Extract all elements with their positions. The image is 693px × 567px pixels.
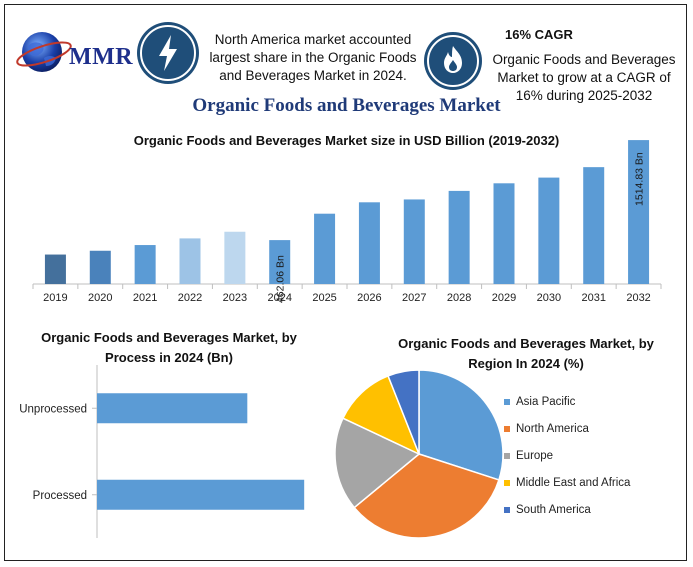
x-tick-label: 2031 [581, 292, 605, 304]
bar-2020 [89, 250, 111, 284]
bar-unprocessed [97, 393, 248, 424]
x-tick-label: 2030 [537, 292, 561, 304]
data-label-2032: 1514.83 Bn [634, 152, 646, 206]
legend-label: Middle East and Africa [516, 476, 631, 489]
bar-2029 [493, 183, 515, 284]
lightning-icon [137, 22, 199, 84]
x-tick-label: 2026 [357, 292, 381, 304]
x-tick-label: 2021 [133, 292, 157, 304]
x-tick-label: 2023 [223, 292, 247, 304]
region-chart-title: Organic Foods and Beverages Market, by R… [398, 336, 654, 371]
legend-item: North America [504, 415, 630, 442]
slice-south-america [387, 369, 420, 455]
bar-2026 [358, 202, 380, 284]
pie-legend: Asia Pacific North America Europe Middle Ea… [504, 388, 630, 523]
legend-item: South America [504, 496, 630, 523]
bar-2025 [314, 213, 336, 284]
bar-2031 [583, 167, 605, 284]
legend-label: North America [516, 422, 589, 435]
legend-swatch [504, 452, 510, 459]
legend-label: Europe [516, 449, 554, 462]
bar-2019 [44, 254, 66, 284]
data-label-2024: 462.06 Bn [275, 255, 287, 303]
bar-2023 [224, 231, 246, 284]
flame-icon [424, 32, 482, 90]
process-bar-chart: Unprocessed Processed [19, 365, 305, 538]
legend-swatch [504, 479, 510, 486]
y-tick-label: Processed [33, 490, 87, 502]
slice-europe [334, 417, 421, 509]
legend-item: Europe [504, 442, 630, 469]
x-tick-label: 2019 [43, 292, 67, 304]
fact1-text: North America market accounted largest s… [209, 32, 417, 83]
process-chart-title: Organic Foods and Beverages Market, by P… [41, 330, 297, 365]
legend-item: Middle East and Africa [504, 469, 630, 496]
fact2-text: Organic Foods and Beverages Market to gr… [492, 52, 676, 103]
legend-swatch [504, 425, 510, 432]
bar-chart-title: Organic Foods and Beverages Market size … [133, 133, 560, 148]
slice-north-america [353, 453, 500, 539]
legend-label: Asia Pacific [516, 395, 576, 408]
legend-label: South America [516, 503, 591, 516]
x-tick-label: 2027 [402, 292, 426, 304]
bar-2028 [448, 190, 470, 284]
x-tick-label: 2028 [447, 292, 471, 304]
fact2-title: 16% CAGR [505, 27, 573, 42]
bar-2022 [179, 238, 201, 284]
bar-2021 [134, 245, 156, 284]
y-tick-label: Unprocessed [19, 403, 87, 415]
x-tick-label: 2022 [178, 292, 202, 304]
legend-item: Asia Pacific [504, 388, 630, 415]
bar-processed [97, 479, 305, 510]
bar-2024 [269, 240, 291, 284]
globe-icon [16, 32, 72, 72]
bar-2027 [403, 199, 425, 284]
x-tick-label: 2029 [492, 292, 516, 304]
x-tick-label: 2032 [626, 292, 650, 304]
page-title: Organic Foods and Beverages Market [192, 95, 501, 116]
x-tick-label: 2024 [267, 292, 291, 304]
logo-text: MMR [69, 44, 134, 70]
mmr-logo: MMR [14, 24, 134, 80]
legend-swatch [504, 398, 510, 405]
infographic-frame [4, 4, 687, 561]
bar-2032 [628, 140, 650, 284]
slice-middle-east-and-africa [341, 374, 421, 456]
slice-asia-pacific [418, 369, 504, 481]
x-tick-label: 2025 [312, 292, 336, 304]
x-tick-label: 2020 [88, 292, 112, 304]
market-size-bar-chart: 2019 2020 2021 2022 2023 2024 2025 2026 2027 2028… [32, 140, 662, 304]
legend-swatch [504, 506, 510, 513]
bar-2030 [538, 177, 560, 284]
